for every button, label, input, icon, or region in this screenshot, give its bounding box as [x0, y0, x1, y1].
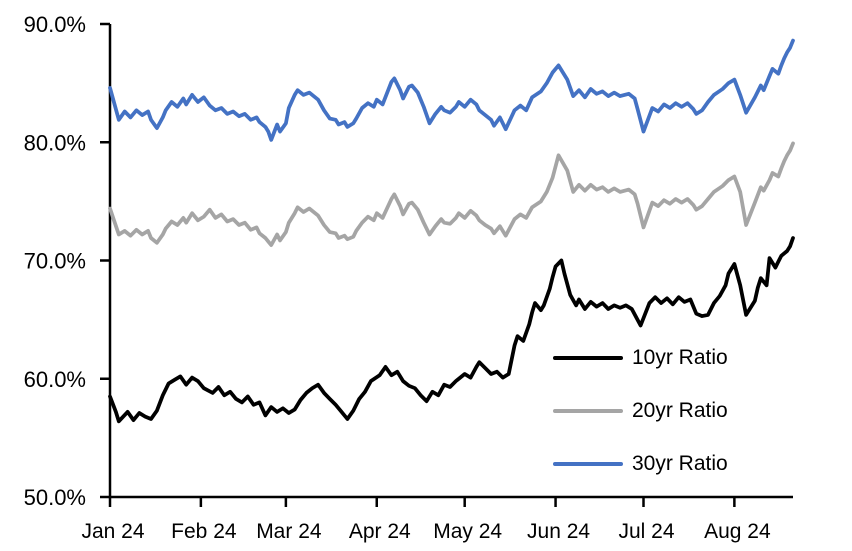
- legend-label-20yr: 20yr Ratio: [632, 399, 728, 422]
- legend-item-10yr: 10yr Ratio: [553, 346, 728, 370]
- y-tick-label: 50.0%: [24, 485, 86, 510]
- series-line-30yr: [108, 38, 795, 142]
- x-tick-label: Jan 24: [81, 520, 144, 543]
- x-tick-label: Jul 24: [618, 520, 674, 543]
- x-tick-label: Apr 24: [349, 520, 411, 543]
- series-lines: [108, 38, 795, 424]
- y-tick-label: 90.0%: [24, 12, 86, 37]
- legend: 10yr Ratio 20yr Ratio 30yr Ratio: [553, 346, 728, 476]
- x-axis-ticks: Jan 24 Feb 24 Mar 24 Apr 24 May 24 Jun 24 Jul …: [81, 497, 771, 543]
- x-tick-label: May 24: [433, 520, 502, 543]
- y-tick-label: 70.0%: [24, 249, 86, 274]
- y-tick-label: 60.0%: [24, 367, 86, 392]
- x-tick-label: Jun 24: [527, 520, 590, 543]
- x-tick-label: Feb 24: [171, 520, 237, 543]
- series-line-10yr: [108, 236, 795, 424]
- legend-label-10yr: 10yr Ratio: [632, 346, 728, 369]
- series-line-20yr: [108, 141, 795, 247]
- legend-line-swatch-20yr: [553, 409, 623, 413]
- y-axis-ticks: 90.0% 80.0% 70.0% 60.0% 50.0%: [24, 12, 110, 510]
- legend-item-30yr: 30yr Ratio: [553, 452, 728, 476]
- legend-item-20yr: 20yr Ratio: [553, 399, 728, 423]
- legend-line-swatch-10yr: [553, 356, 623, 360]
- y-tick-label: 80.0%: [24, 130, 86, 155]
- x-tick-label: Aug 24: [704, 520, 771, 543]
- x-tick-label: Mar 24: [256, 520, 322, 543]
- legend-line-swatch-30yr: [553, 462, 623, 466]
- legend-label-30yr: 30yr Ratio: [632, 452, 728, 475]
